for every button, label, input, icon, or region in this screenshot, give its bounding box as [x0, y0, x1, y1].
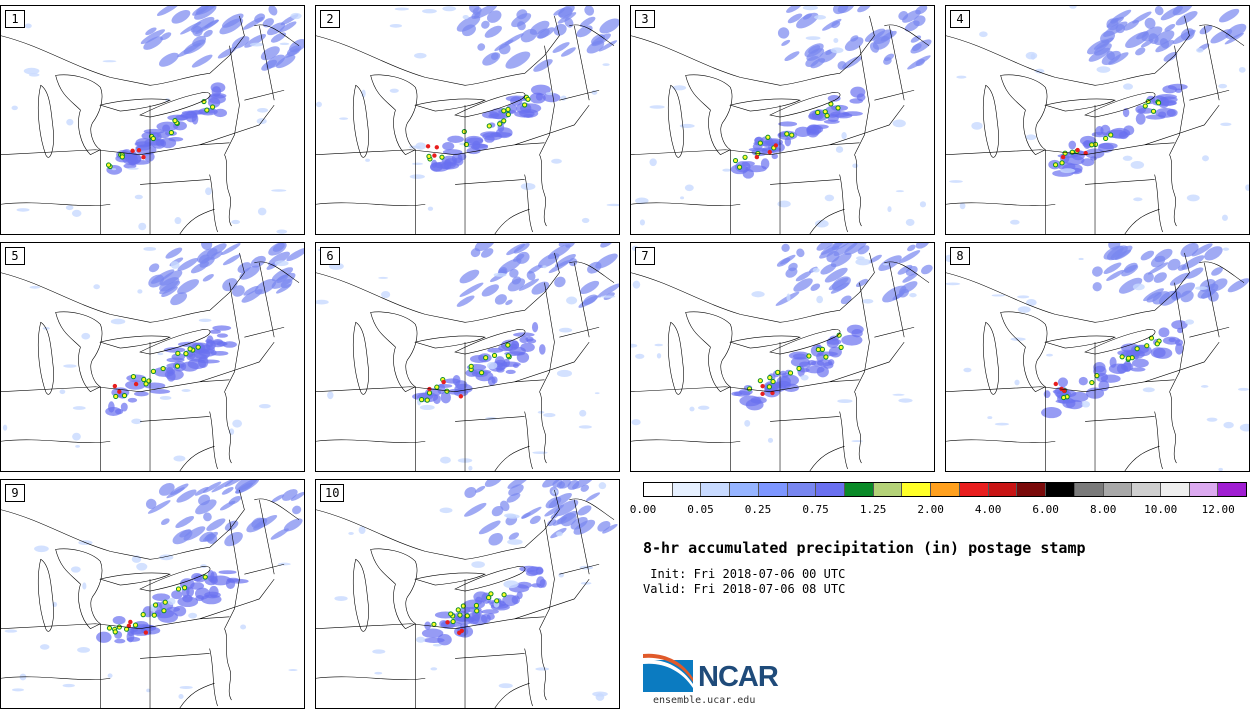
member-map [316, 243, 619, 471]
ncar-logo-icon [643, 653, 693, 692]
logo-url[interactable]: ensemble.ucar.edu [653, 695, 756, 706]
colorbar-tick-label: 10.00 [1144, 503, 1178, 516]
colorbar-swatch [672, 483, 702, 496]
member-map [631, 243, 933, 471]
colorbar-swatch [1074, 483, 1104, 496]
member-number-label: 5 [5, 247, 25, 265]
member-number-label: 1 [5, 10, 25, 28]
member-panel: 9 [0, 479, 305, 709]
member-number-label: 2 [320, 10, 340, 28]
member-map [1, 243, 304, 471]
member-panel: 2 [315, 5, 620, 235]
colorbar-swatch [1046, 483, 1075, 496]
colorbar-swatch [758, 483, 788, 496]
colorbar-swatch [1103, 483, 1133, 496]
member-panel: 6 [315, 242, 620, 472]
member-panel: 5 [0, 242, 305, 472]
member-number-label: 9 [5, 484, 25, 502]
colorbar-swatch [1160, 483, 1190, 496]
colorbar-swatch [644, 483, 673, 496]
figure-title: 8-hr accumulated precipitation (in) post… [643, 539, 1086, 557]
colorbar-tick-label: 4.00 [974, 503, 1002, 516]
colorbar-swatch [959, 483, 989, 496]
member-map [1, 480, 304, 708]
colorbar-tick-label: 2.00 [917, 503, 944, 516]
colorbar-swatch [902, 483, 932, 496]
member-map [946, 243, 1249, 471]
colorbar-tick-label: 0.00 [629, 503, 657, 516]
valid-time: Valid: Fri 2018-07-06 08 UTC [643, 582, 846, 596]
precipitation-colorbar [643, 482, 1247, 497]
member-panel: 4 [945, 5, 1250, 235]
colorbar-swatch [816, 483, 846, 496]
colorbar-swatch [701, 483, 731, 496]
colorbar-swatch [988, 483, 1018, 496]
member-number-label: 6 [320, 247, 340, 265]
member-map [316, 480, 618, 708]
colorbar-swatch [1017, 483, 1047, 496]
member-panel: 1 [0, 5, 305, 235]
member-map [946, 6, 1249, 234]
member-panel: 10 [315, 479, 620, 709]
colorbar-swatch [931, 483, 960, 496]
member-number-label: 8 [950, 247, 970, 265]
colorbar-tick-label: 0.05 [687, 503, 714, 516]
colorbar-swatch [873, 483, 903, 496]
member-number-label: 3 [635, 10, 655, 28]
member-number-label: 4 [950, 10, 970, 28]
member-number-label: 10 [320, 484, 345, 502]
member-map [316, 6, 619, 234]
member-panel: 3 [630, 5, 935, 235]
colorbar-tick-label: 0.25 [744, 503, 772, 516]
colorbar-swatch [1189, 483, 1219, 496]
colorbar-tick-label: 0.75 [802, 503, 829, 516]
colorbar-tick-label: 12.00 [1201, 503, 1235, 516]
member-panel: 8 [945, 242, 1250, 472]
colorbar-swatch [1218, 483, 1247, 496]
colorbar-swatch [730, 483, 759, 496]
member-panel: 7 [630, 242, 935, 472]
member-map [631, 6, 932, 234]
colorbar-swatch [787, 483, 817, 496]
logo-text: NCAR [698, 661, 779, 693]
member-number-label: 7 [635, 247, 655, 265]
init-time: Init: Fri 2018-07-06 00 UTC [643, 567, 846, 581]
colorbar-swatch [845, 483, 874, 496]
colorbar-tick-label: 6.00 [1032, 503, 1059, 516]
member-map [1, 6, 304, 234]
colorbar-swatch [1132, 483, 1161, 496]
colorbar-tick-label: 1.25 [859, 503, 887, 516]
colorbar-tick-label: 8.00 [1089, 503, 1117, 516]
